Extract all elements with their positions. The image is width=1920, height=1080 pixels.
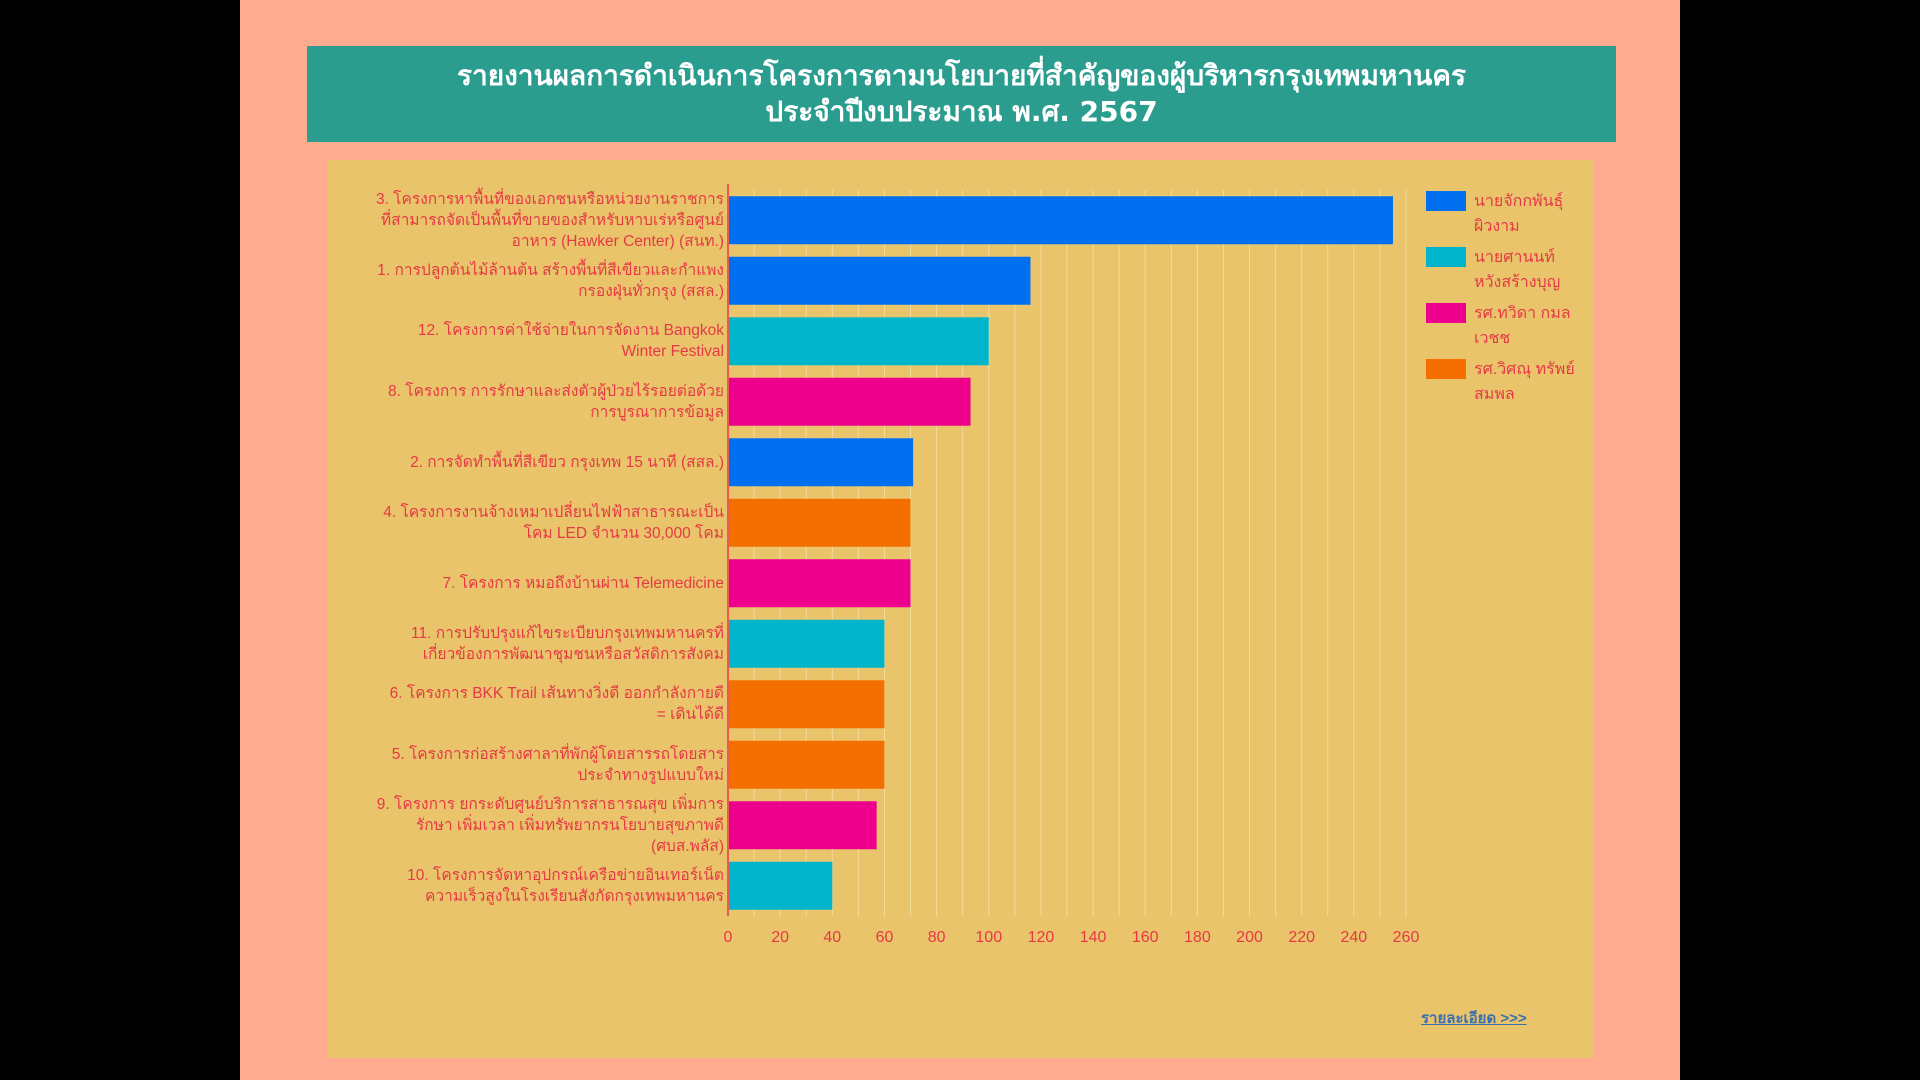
x-tick-label: 240 xyxy=(1340,929,1367,946)
category-label-line: รักษา เพิ่มเวลา เพิ่มทรัพยากรนโยบายสุขภา… xyxy=(415,816,724,834)
category-label-line: ประจำทางรูปแบบใหม่ xyxy=(577,766,724,784)
category-label: 10. โครงการจัดหาอุปกรณ์เครือข่ายอินเทอร์… xyxy=(364,865,724,907)
category-label-line: โคม LED จำนวน 30,000 โคม xyxy=(523,524,724,542)
bar[interactable] xyxy=(729,861,833,910)
legend-item: รศ.ทวิดา กมลเวชช xyxy=(1426,301,1584,351)
category-label: 11. การปรับปรุงแก้ไขระเบียบกรุงเทพมหานคร… xyxy=(364,623,724,665)
category-label-line: 6. โครงการ BKK Trail เส้นทางวิ่งดี ออกกำ… xyxy=(389,685,724,703)
category-label-line: 12. โครงการค่าใช้จ่ายในการจัดงาน Bangkok xyxy=(417,322,724,340)
bar[interactable] xyxy=(729,196,1393,245)
x-tick-label: 80 xyxy=(928,929,946,946)
category-label-line: การบูรณาการข้อมูล xyxy=(590,403,724,421)
category-label-line: 4. โครงการงานจ้างเหมาเปลี่ยนไฟฟ้าสาธารณะ… xyxy=(383,503,724,521)
category-label-line: 7. โครงการ หมอถึงบ้านผ่าน Telemedicine xyxy=(442,574,724,592)
x-tick-label: 220 xyxy=(1288,929,1315,946)
category-label: 8. โครงการ การรักษาและส่งตัวผู้ป่วยไร้รอ… xyxy=(364,381,724,423)
category-label: 5. โครงการก่อสร้างศาลาที่พักผู้โดยสารรถโ… xyxy=(364,744,724,786)
category-label-line: Winter Festival xyxy=(621,343,725,361)
x-tick-label: 0 xyxy=(724,929,733,946)
category-label: 6. โครงการ BKK Trail เส้นทางวิ่งดี ออกกำ… xyxy=(364,683,724,725)
legend-swatch xyxy=(1426,359,1466,379)
category-label-line: = เดินได้ดี xyxy=(656,706,724,724)
category-label-line: 8. โครงการ การรักษาและส่งตัวผู้ป่วยไร้รอ… xyxy=(388,382,724,400)
legend-swatch xyxy=(1426,191,1466,211)
page-subtitle: ประจำปีงบประมาณ พ.ศ. 2567 xyxy=(765,95,1158,128)
chart-area: 0 20 40 60 80 100 120 140 160 180 200 220 240 260 3. … xyxy=(328,160,1593,1058)
x-tick-label: 60 xyxy=(876,929,894,946)
slide: รายงานผลการดำเนินการโครงการตามนโยบายที่ส… xyxy=(240,0,1680,1080)
x-tick-label: 20 xyxy=(771,929,789,946)
bar[interactable] xyxy=(729,438,914,487)
x-tick-label: 160 xyxy=(1132,929,1159,946)
category-label-line: 1. การปลูกต้นไม้ล้านต้น สร้างพื้นที่สีเข… xyxy=(377,261,724,279)
x-tick-label: 200 xyxy=(1236,929,1263,946)
legend-label: นายศานนท์ หวังสร้างบุญ xyxy=(1474,249,1561,291)
legend-item: รศ.วิศณุ ทรัพย์สมพล xyxy=(1426,357,1584,407)
category-label-line: 11. การปรับปรุงแก้ไขระเบียบกรุงเทพมหานคร… xyxy=(411,624,724,642)
bar[interactable] xyxy=(729,256,1031,305)
bar[interactable] xyxy=(729,559,911,608)
category-label-line: 5. โครงการก่อสร้างศาลาที่พักผู้โดยสารรถโ… xyxy=(391,745,724,763)
x-tick-label: 100 xyxy=(975,929,1002,946)
category-label-line: กรองฝุ่นทั่วกรุง (สสล.) xyxy=(578,282,724,300)
x-tick-label: 40 xyxy=(823,929,841,946)
category-label-line: เกี่ยวข้องการพัฒนาชุมชนหรือสวัสดิการสังค… xyxy=(422,645,724,663)
bar[interactable] xyxy=(729,498,911,547)
x-tick-label: 260 xyxy=(1393,929,1420,946)
x-tick-label: 180 xyxy=(1184,929,1211,946)
page-title: รายงานผลการดำเนินการโครงการตามนโยบายที่ส… xyxy=(456,59,1467,92)
category-label: 4. โครงการงานจ้างเหมาเปลี่ยนไฟฟ้าสาธารณะ… xyxy=(364,502,724,544)
bar[interactable] xyxy=(729,317,989,366)
legend-swatch xyxy=(1426,247,1466,267)
category-label-line: 10. โครงการจัดหาอุปกรณ์เครือข่ายอินเทอร์… xyxy=(407,866,724,884)
category-label: 9. โครงการ ยกระดับศูนย์บริการสาธารณสุข เ… xyxy=(364,794,724,857)
category-label-line: ที่สามารถจัดเป็นพื้นที่ขายของสำหรับหาบเร… xyxy=(380,211,724,229)
category-label-line: อาหาร (Hawker Center) (สนท.) xyxy=(511,232,724,250)
bar[interactable] xyxy=(729,801,877,850)
legend-item: นายศานนท์ หวังสร้างบุญ xyxy=(1426,245,1584,295)
category-label: 12. โครงการค่าใช้จ่ายในการจัดงาน Bangkok… xyxy=(364,320,724,362)
legend-label: รศ.ทวิดา กมลเวชช xyxy=(1474,305,1571,347)
category-label: 7. โครงการ หมอถึงบ้านผ่าน Telemedicine xyxy=(364,573,724,594)
bar-chart: 0 20 40 60 80 100 120 140 160 180 200 220 240 260 xyxy=(724,184,1420,946)
bar[interactable] xyxy=(729,377,971,426)
legend-label: นายจักกพันธุ์ ผิวงาม xyxy=(1474,193,1564,235)
category-label-line: 9. โครงการ ยกระดับศูนย์บริการสาธารณสุข เ… xyxy=(376,795,724,813)
category-label-line: 2. การจัดทำพื้นที่สีเขียว กรุงเทพ 15 นาท… xyxy=(410,453,724,471)
category-label-line: ความเร็วสูงในโรงเรียนสังกัดกรุงเทพมหานคร xyxy=(425,887,724,905)
legend-swatch xyxy=(1426,303,1466,323)
x-tick-label: 120 xyxy=(1028,929,1055,946)
category-label: 1. การปลูกต้นไม้ล้านต้น สร้างพื้นที่สีเข… xyxy=(364,260,724,302)
category-label-line: (ศบส.พลัส) xyxy=(651,837,724,855)
details-link[interactable]: รายละเอียด >>> xyxy=(1421,1010,1527,1027)
x-tick-label: 140 xyxy=(1080,929,1107,946)
category-label: 2. การจัดทำพื้นที่สีเขียว กรุงเทพ 15 นาท… xyxy=(364,452,724,473)
category-label: 3. โครงการหาพื้นที่ของเอกชนหรือหน่วยงานร… xyxy=(364,189,724,252)
legend-label: รศ.วิศณุ ทรัพย์สมพล xyxy=(1474,361,1575,403)
bar[interactable] xyxy=(729,680,885,729)
category-label-line: 3. โครงการหาพื้นที่ของเอกชนหรือหน่วยงานร… xyxy=(375,190,724,208)
bar[interactable] xyxy=(729,740,885,789)
title-banner: รายงานผลการดำเนินการโครงการตามนโยบายที่ส… xyxy=(307,46,1616,142)
legend-item: นายจักกพันธุ์ ผิวงาม xyxy=(1426,189,1584,239)
bar[interactable] xyxy=(729,619,885,668)
